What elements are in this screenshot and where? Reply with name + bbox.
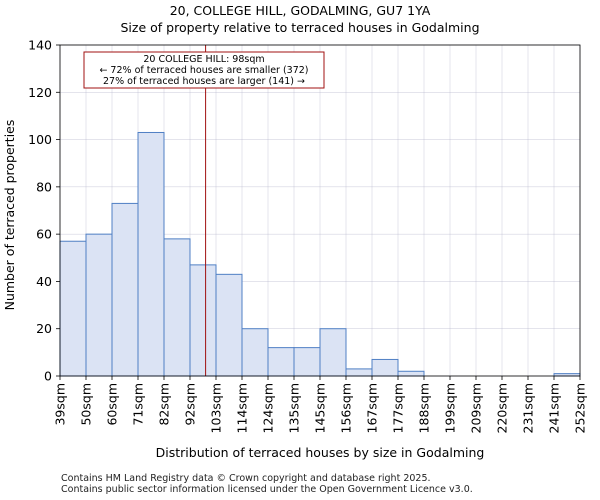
x-tick-label-11: 156sqm <box>339 383 354 433</box>
x-tick-label-12: 167sqm <box>365 383 380 433</box>
y-tick-label-5: 100 <box>28 132 52 147</box>
chart-subtitle: Size of property relative to terraced ho… <box>120 20 479 35</box>
y-tick-label-0: 0 <box>44 369 52 384</box>
x-axis-label: Distribution of terraced houses by size … <box>156 445 485 460</box>
bar-10 <box>319 328 347 377</box>
annotation-line-2: ← 72% of terraced houses are smaller (37… <box>99 65 308 76</box>
x-tick-label-5: 92sqm <box>183 383 198 426</box>
x-tick-label-19: 241sqm <box>547 383 562 433</box>
x-tick-label-2: 60sqm <box>105 383 120 426</box>
x-axis-ticks: 39sqm 50sqm 60sqm 71sqm 82sqm 92sqm 103sqm 114s… <box>53 376 588 433</box>
bar-2 <box>111 202 139 377</box>
x-tick-label-8: 124sqm <box>261 383 276 433</box>
bar-3 <box>137 131 165 377</box>
x-tick-label-15: 199sqm <box>443 383 458 433</box>
x-tick-label-18: 231sqm <box>521 383 536 433</box>
y-tick-label-3: 60 <box>36 227 52 242</box>
y-tick-label-2: 40 <box>36 274 52 289</box>
bar-11 <box>345 368 373 377</box>
bar-5 <box>189 264 217 377</box>
y-tick-label-1: 20 <box>36 321 52 336</box>
annotation: 20 COLLEGE HILL: 98sqm ← 72% of terraced… <box>83 51 325 89</box>
x-tick-label-3: 71sqm <box>131 383 146 426</box>
y-tick-label-6: 120 <box>28 85 52 100</box>
x-tick-label-17: 220sqm <box>495 383 510 433</box>
x-tick-label-1: 50sqm <box>79 383 94 426</box>
y-tick-label-4: 80 <box>36 179 52 194</box>
y-tick-label-7: 140 <box>28 38 52 53</box>
x-tick-label-16: 209sqm <box>469 383 484 433</box>
bar-8 <box>267 347 295 377</box>
x-tick-label-7: 114sqm <box>235 383 250 433</box>
bar-1 <box>85 233 113 377</box>
chart-title: 20, COLLEGE HILL, GODALMING, GU7 1YA <box>170 3 431 18</box>
footer-line-2: Contains public sector information licen… <box>61 484 473 495</box>
x-tick-label-14: 188sqm <box>417 383 432 433</box>
x-tick-label-9: 135sqm <box>287 383 302 433</box>
y-axis-ticks: 0 20 40 60 80 100 120 140 <box>28 38 60 384</box>
bar-7 <box>241 328 269 377</box>
bar-6 <box>215 273 243 377</box>
bars-layer <box>59 131 581 377</box>
annotation-line-3: 27% of terraced houses are larger (141) … <box>103 76 305 87</box>
x-tick-label-4: 82sqm <box>157 383 172 426</box>
bar-9 <box>293 347 321 377</box>
x-tick-label-0: 39sqm <box>53 383 68 426</box>
x-tick-label-13: 177sqm <box>391 383 406 433</box>
footer-line-1: Contains HM Land Registry data © Crown c… <box>61 473 431 484</box>
x-tick-label-20: 252sqm <box>573 383 588 433</box>
x-tick-label-10: 145sqm <box>313 383 328 433</box>
bar-0 <box>59 240 87 377</box>
bar-13 <box>397 370 425 377</box>
annotation-box <box>83 51 325 89</box>
y-axis-label: Number of terraced properties <box>2 120 17 311</box>
bar-12 <box>371 358 399 377</box>
annotation-line-1: 20 COLLEGE HILL: 98sqm <box>143 54 264 65</box>
x-tick-label-6: 103sqm <box>209 383 224 433</box>
bar-4 <box>163 238 191 377</box>
